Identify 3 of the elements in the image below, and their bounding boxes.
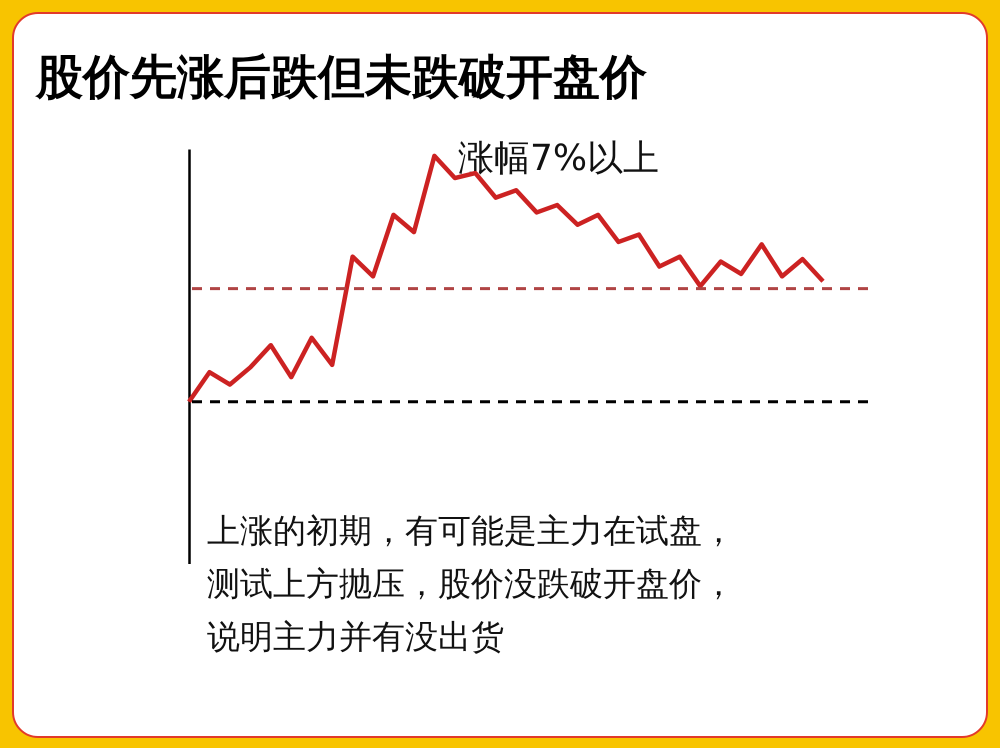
chart-title: 股价先涨后跌但未跌破开盘价 [36,49,647,107]
annotation: 涨幅7%以上 [458,137,660,181]
text: 上涨的初期，有可能是主力在试盘，测试上方抛压，股价没跌破开盘价，说明主力并有没出货 [207,510,736,658]
